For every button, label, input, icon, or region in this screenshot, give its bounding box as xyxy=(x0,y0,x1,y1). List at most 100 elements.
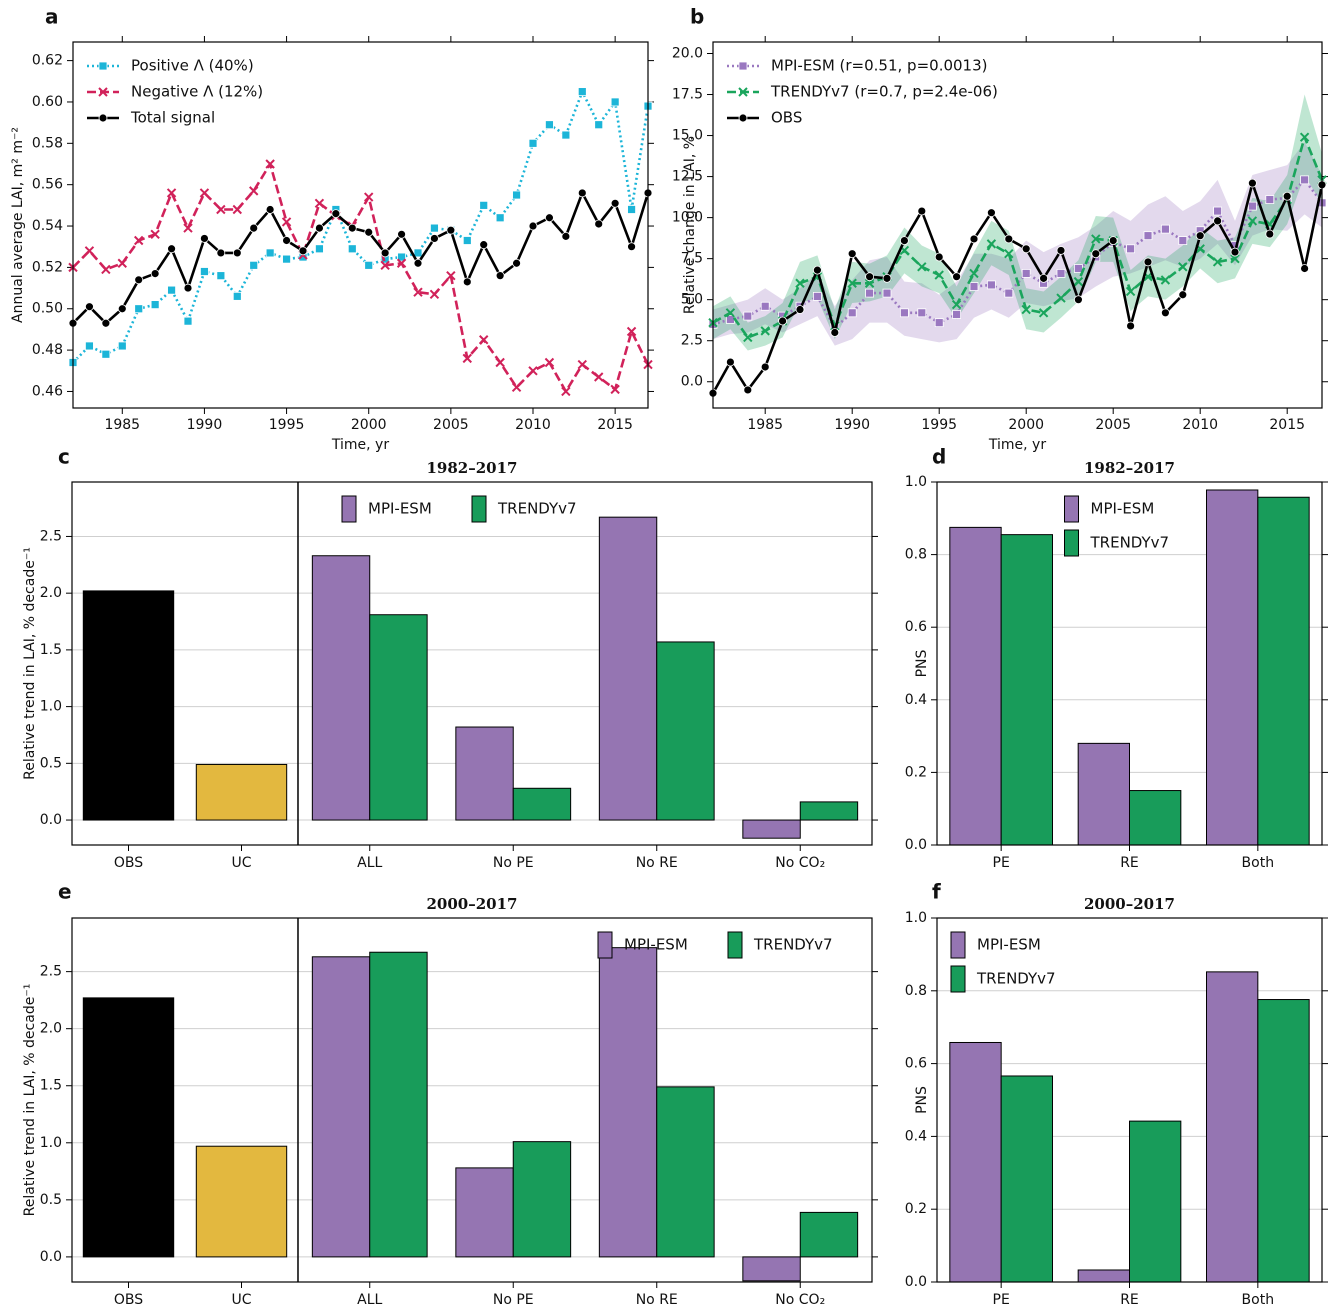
marker xyxy=(1230,253,1240,264)
x-tick-label: 2015 xyxy=(1269,417,1305,433)
marker xyxy=(969,234,979,244)
marker xyxy=(512,190,521,200)
marker xyxy=(249,260,259,270)
marker xyxy=(528,366,538,376)
x-tick-label: 2010 xyxy=(1182,417,1218,433)
y-tick-label: 2.5 xyxy=(40,528,62,544)
marker xyxy=(1160,275,1171,285)
bar xyxy=(1257,999,1310,1283)
legend-swatch xyxy=(1064,495,1079,523)
x-tick-label: No CO₂ xyxy=(775,1292,825,1308)
marker xyxy=(917,308,927,318)
marker xyxy=(199,188,210,198)
y-tick-label: 0.0 xyxy=(681,374,703,390)
bar xyxy=(195,763,288,821)
bar xyxy=(1129,790,1182,846)
marker xyxy=(446,225,456,235)
marker xyxy=(626,326,637,337)
marker xyxy=(166,188,177,198)
marker xyxy=(282,254,291,264)
marker xyxy=(743,332,753,343)
marker xyxy=(847,249,857,259)
x-tick-label: ALL xyxy=(357,855,382,871)
marker xyxy=(627,242,636,252)
marker xyxy=(84,246,95,256)
bar xyxy=(799,1211,859,1258)
legend-label: TRENDYv7 xyxy=(976,970,1056,988)
x-tick-label: No CO₂ xyxy=(775,855,825,871)
marker xyxy=(413,258,423,268)
marker xyxy=(282,236,291,245)
y-tick-label: 0.56 xyxy=(32,177,63,193)
marker xyxy=(1125,286,1136,297)
y-tick-label: 1.5 xyxy=(40,1078,62,1094)
marker xyxy=(1161,224,1170,234)
bar xyxy=(195,1145,288,1258)
marker xyxy=(380,260,390,271)
y-tick-label: 0.4 xyxy=(905,1128,927,1144)
marker xyxy=(1126,244,1135,254)
marker xyxy=(725,308,736,318)
x-tick-label: 2000 xyxy=(1008,417,1044,433)
marker xyxy=(813,265,822,275)
marker xyxy=(413,248,423,258)
marker xyxy=(397,229,406,239)
marker xyxy=(364,192,374,202)
marker xyxy=(232,248,242,258)
axes-frame xyxy=(72,41,649,409)
marker xyxy=(726,357,735,367)
marker xyxy=(900,236,909,245)
bar xyxy=(1129,1120,1182,1283)
marker xyxy=(430,223,439,233)
legend-label: MPI-ESM (r=0.51, p=0.0013) xyxy=(771,57,987,75)
marker xyxy=(760,301,770,311)
marker xyxy=(986,239,997,249)
marker xyxy=(865,272,874,282)
x-tick-label: 1985 xyxy=(104,417,140,433)
data-line xyxy=(72,162,650,393)
marker xyxy=(1178,290,1188,300)
marker xyxy=(528,221,538,231)
x-tick-label: 2000 xyxy=(351,417,387,433)
panel-label: f xyxy=(932,880,941,904)
panel-label: c xyxy=(58,445,70,469)
y-tick-label: 2.0 xyxy=(40,585,62,601)
y-tick-label: 0.8 xyxy=(905,547,927,563)
x-tick-label: 1990 xyxy=(834,417,870,433)
bar xyxy=(742,819,801,839)
bar xyxy=(1257,496,1310,846)
bar xyxy=(598,516,658,821)
marker xyxy=(232,291,242,301)
marker xyxy=(430,234,439,243)
marker xyxy=(778,316,787,326)
x-tick-label: 2005 xyxy=(1095,417,1131,433)
legend-label: Negative Λ (12%) xyxy=(131,83,263,101)
y-tick-label: 20.0 xyxy=(672,45,703,61)
marker xyxy=(577,87,587,97)
x-tick-label: Both xyxy=(1242,855,1275,871)
marker xyxy=(1004,249,1014,259)
legend-marker xyxy=(98,113,108,123)
marker xyxy=(1143,257,1153,267)
marker xyxy=(1108,236,1118,245)
axes-frame xyxy=(71,481,873,846)
marker xyxy=(952,310,961,319)
panel-title: 2000–2017 xyxy=(427,895,518,913)
marker xyxy=(561,231,571,241)
marker xyxy=(882,273,892,283)
marker xyxy=(183,223,193,233)
marker xyxy=(167,244,176,254)
marker xyxy=(134,304,144,314)
marker xyxy=(830,328,840,337)
marker xyxy=(232,204,242,215)
marker xyxy=(446,270,456,281)
marker xyxy=(561,386,571,397)
marker xyxy=(1178,236,1188,245)
legend-label: Positive Λ (40%) xyxy=(131,57,254,75)
marker xyxy=(512,258,521,268)
marker xyxy=(1178,262,1188,272)
marker xyxy=(1039,273,1048,283)
y-axis-label: Relative trend in LAI, % decade⁻¹ xyxy=(22,547,38,780)
marker xyxy=(265,205,275,214)
